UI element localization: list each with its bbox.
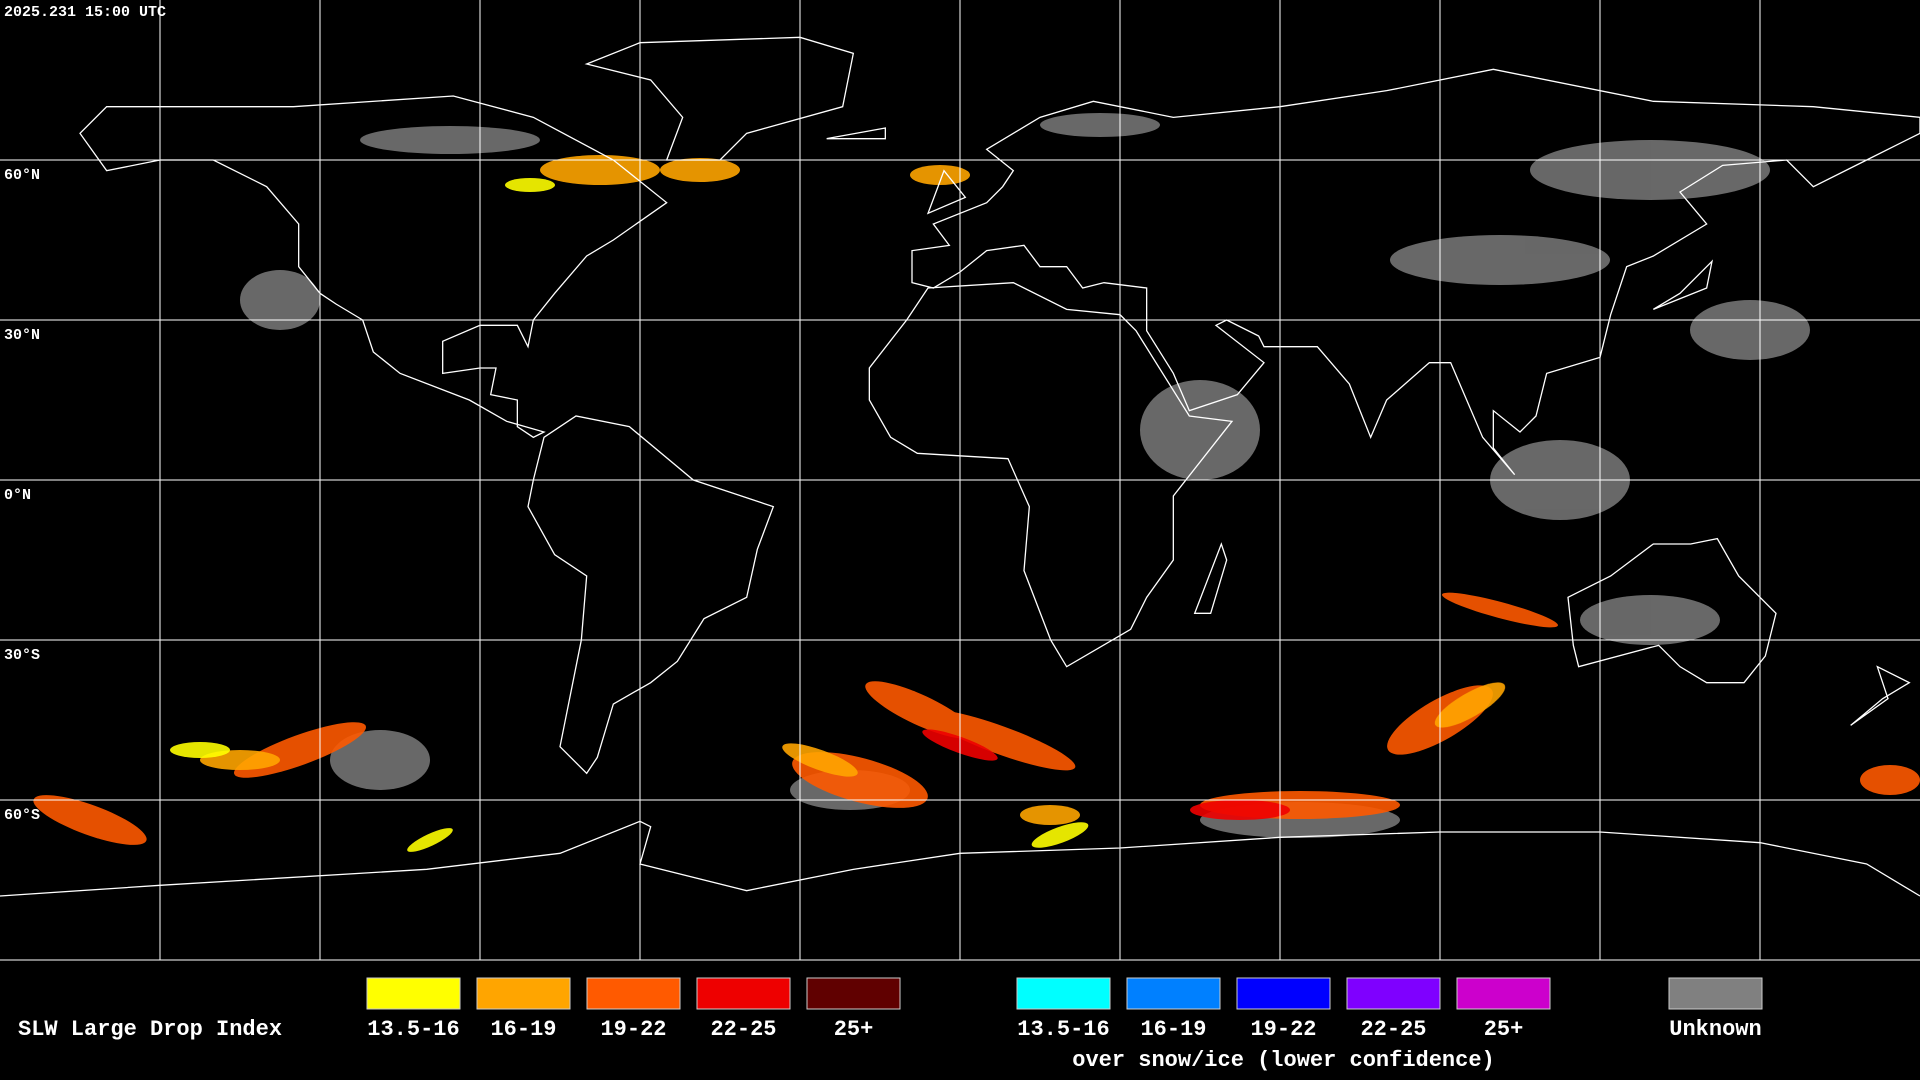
legend-label: 25+ xyxy=(834,1017,874,1042)
legend-label: 19-22 xyxy=(1250,1017,1316,1042)
legend-swatch xyxy=(696,977,791,1010)
latitude-label: 30°S xyxy=(4,647,40,664)
legend-label: 16-19 xyxy=(490,1017,556,1042)
legend-swatch xyxy=(1236,977,1331,1010)
latitude-labels: 60°N 30°N 0°N 30°S 60°S xyxy=(4,167,40,824)
legend-swatch xyxy=(1456,977,1551,1010)
legend-swatch xyxy=(1016,977,1111,1010)
legend-label: 22-25 xyxy=(1360,1017,1426,1042)
latitude-label: 0°N xyxy=(4,487,31,504)
legend-label: 22-25 xyxy=(710,1017,776,1042)
legend: SLW Large Drop Index 13.5-16 16-19 19-22 22-… xyxy=(18,977,1763,1073)
latitude-label: 60°N xyxy=(4,167,40,184)
legend-swatch xyxy=(586,977,681,1010)
legend-swatch xyxy=(1668,977,1763,1010)
latitude-label: 60°S xyxy=(4,807,40,824)
legend-swatch xyxy=(366,977,461,1010)
legend-swatch xyxy=(806,977,901,1010)
legend-label: 13.5-16 xyxy=(1017,1017,1109,1042)
legend-note: over snow/ice (lower confidence) xyxy=(1072,1048,1494,1073)
legend-swatch xyxy=(476,977,571,1010)
legend-label: 19-22 xyxy=(600,1017,666,1042)
legend-label: 25+ xyxy=(1484,1017,1524,1042)
legend-title: SLW Large Drop Index xyxy=(18,1017,282,1042)
legend-label: Unknown xyxy=(1669,1017,1761,1042)
legend-swatch xyxy=(1126,977,1221,1010)
legend-swatch xyxy=(1346,977,1441,1010)
latitude-label: 30°N xyxy=(4,327,40,344)
cloud-field xyxy=(33,113,1920,852)
coastlines xyxy=(0,37,1920,896)
legend-label: 16-19 xyxy=(1140,1017,1206,1042)
graticule xyxy=(0,0,1920,961)
timestamp: 2025.231 15:00 UTC xyxy=(4,4,166,21)
legend-label: 13.5-16 xyxy=(367,1017,459,1042)
